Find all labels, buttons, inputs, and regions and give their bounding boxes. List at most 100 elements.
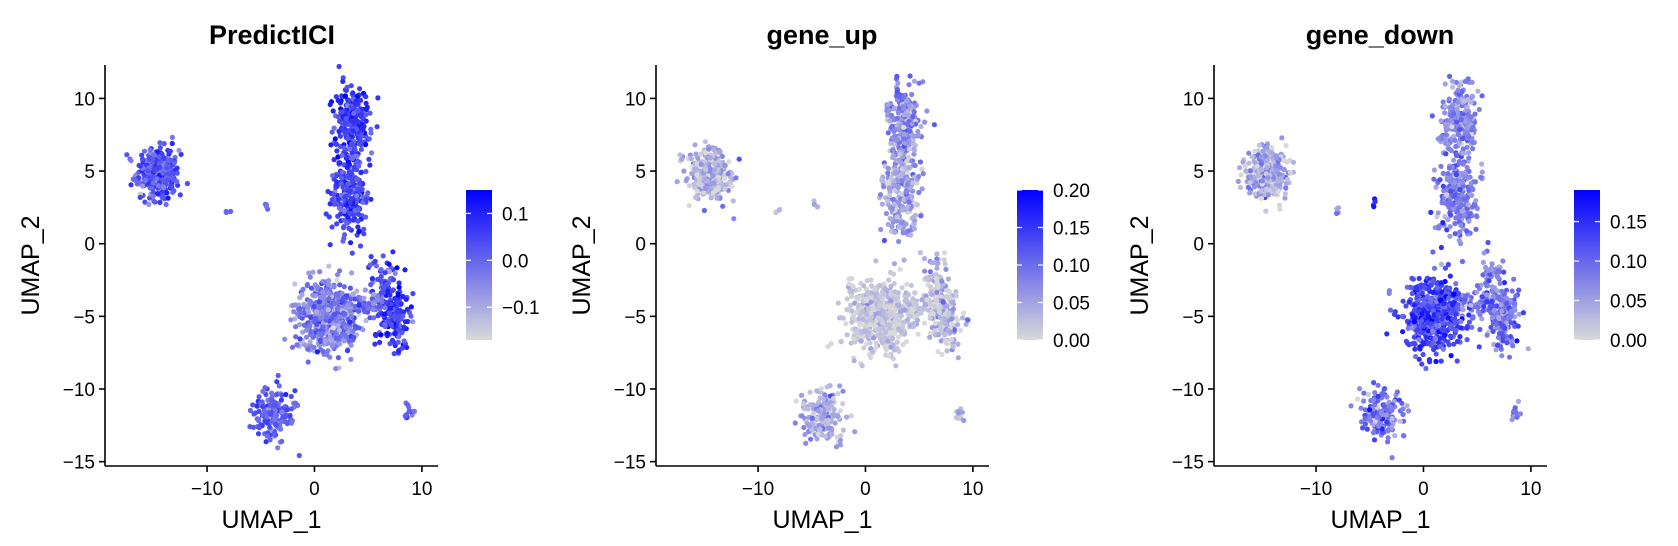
data-point	[285, 407, 290, 412]
data-point	[814, 436, 819, 441]
data-point	[312, 345, 317, 350]
data-point	[383, 270, 388, 275]
data-point	[158, 145, 163, 150]
y-tick-label: −15	[63, 453, 95, 474]
data-point	[358, 243, 363, 248]
data-point	[817, 427, 822, 432]
data-point	[956, 355, 961, 360]
data-point	[1447, 105, 1452, 110]
data-point	[1469, 325, 1474, 330]
data-point	[410, 319, 415, 324]
data-point	[348, 308, 353, 313]
data-point	[337, 282, 342, 287]
panel-title: gene_down	[1306, 20, 1455, 50]
data-point	[831, 412, 836, 417]
data-point	[703, 167, 708, 172]
data-point	[1264, 165, 1269, 170]
data-point	[393, 271, 398, 276]
data-point	[341, 145, 346, 150]
data-point	[889, 175, 894, 180]
data-point	[1477, 327, 1482, 332]
data-point	[1438, 177, 1443, 182]
data-point	[885, 180, 890, 185]
data-point	[1475, 89, 1480, 94]
data-point	[831, 396, 836, 401]
data-point	[898, 267, 903, 272]
data-point	[934, 266, 939, 271]
data-point	[1259, 161, 1264, 166]
data-point	[716, 185, 721, 190]
data-point	[330, 343, 335, 348]
data-point	[878, 316, 883, 321]
data-point	[720, 204, 725, 209]
data-point	[1454, 120, 1459, 125]
data-point	[904, 339, 909, 344]
data-point	[965, 317, 970, 322]
data-point	[257, 394, 262, 399]
data-point	[330, 197, 335, 202]
data-point	[894, 74, 899, 79]
data-point	[178, 192, 183, 197]
data-point	[1480, 93, 1485, 98]
data-point	[698, 182, 703, 187]
data-point	[139, 153, 144, 158]
data-point	[399, 301, 404, 306]
data-point	[1446, 199, 1451, 204]
data-point	[260, 412, 265, 417]
data-point	[402, 338, 407, 343]
data-point	[161, 185, 166, 190]
data-point	[708, 155, 713, 160]
data-point	[920, 307, 925, 312]
data-point	[357, 181, 362, 186]
data-point	[256, 431, 261, 436]
data-point	[354, 289, 359, 294]
data-point	[1486, 278, 1491, 283]
data-point	[320, 290, 325, 295]
data-point	[864, 312, 869, 317]
data-point	[352, 145, 357, 150]
x-axis-label: UMAP_1	[772, 506, 872, 534]
data-point	[304, 335, 309, 340]
data-point	[916, 332, 921, 337]
data-point	[1457, 159, 1462, 164]
y-tick-label: 0	[84, 235, 95, 256]
data-point	[164, 165, 169, 170]
data-point	[1460, 259, 1465, 264]
data-point	[888, 298, 893, 303]
data-point	[1258, 188, 1263, 193]
data-point	[693, 195, 698, 200]
data-point	[308, 301, 313, 306]
data-point	[247, 424, 252, 429]
data-point	[916, 174, 921, 179]
data-point	[383, 305, 388, 310]
data-point	[166, 158, 171, 163]
data-point	[343, 93, 348, 98]
data-point	[838, 442, 843, 447]
data-point	[871, 335, 876, 340]
data-point	[145, 168, 150, 173]
data-point	[854, 310, 859, 315]
data-point	[877, 283, 882, 288]
data-point	[305, 283, 310, 288]
data-point	[711, 190, 716, 195]
data-point	[288, 317, 293, 322]
data-point	[895, 340, 900, 345]
data-point	[801, 401, 806, 406]
data-point	[825, 384, 830, 389]
data-point	[279, 439, 284, 444]
data-point	[887, 322, 892, 327]
data-point	[1410, 291, 1415, 296]
data-point	[124, 152, 129, 157]
data-point	[341, 295, 346, 300]
data-point	[1466, 219, 1471, 224]
data-point	[350, 128, 355, 133]
data-point	[1447, 166, 1452, 171]
data-point	[903, 141, 908, 146]
data-point	[908, 186, 913, 191]
colorbar-tick-label: 0.15	[1053, 219, 1090, 240]
data-point	[293, 302, 298, 307]
data-point	[169, 184, 174, 189]
data-point	[344, 334, 349, 339]
data-point	[885, 102, 890, 107]
